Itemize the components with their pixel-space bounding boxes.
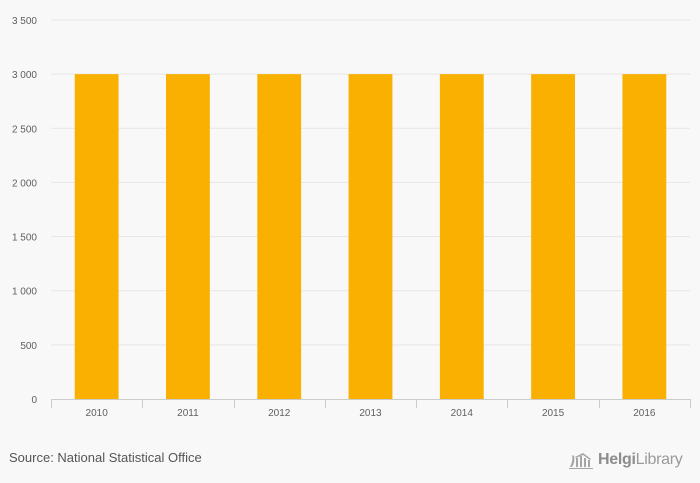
bar-2016[interactable] — [622, 74, 667, 400]
y-tick-label: 1 000 — [12, 287, 37, 298]
library-building-icon — [569, 453, 593, 469]
x-tick-label: 2011 — [177, 408, 199, 419]
x-tick-label: 2016 — [633, 408, 656, 419]
y-tick-label: 1 500 — [12, 233, 37, 244]
y-axis-ticks: 0 500 1 000 1 500 2 000 2 500 3 000 3 500 — [12, 16, 37, 406]
x-tick-label: 2015 — [542, 408, 565, 419]
x-axis — [51, 399, 691, 408]
x-tick-label: 2012 — [268, 408, 291, 419]
y-tick-label: 500 — [20, 341, 37, 352]
bar-2013[interactable] — [348, 74, 393, 400]
y-tick-label: 0 — [31, 395, 37, 406]
source-note: Source: National Statistical Office — [9, 450, 202, 465]
bar-2012[interactable] — [257, 74, 302, 400]
bar-2014[interactable] — [439, 74, 484, 400]
y-tick-label: 2 500 — [12, 124, 37, 135]
y-tick-label: 2 000 — [12, 178, 37, 189]
logo-text: HelgiLibrary — [598, 451, 683, 468]
x-tick-label: 2013 — [359, 408, 382, 419]
bar-2011[interactable] — [166, 74, 210, 400]
bar-2015[interactable] — [531, 74, 575, 400]
bars — [74, 74, 667, 400]
x-tick-label: 2010 — [86, 408, 109, 419]
x-axis-ticks: 2010 2011 2012 2013 2014 2015 2016 — [86, 408, 656, 419]
y-tick-label: 3 000 — [12, 70, 37, 81]
helgi-library-logo: HelgiLibrary — [568, 448, 692, 472]
x-tick-label: 2014 — [451, 408, 474, 419]
y-tick-label: 3 500 — [12, 16, 37, 27]
bar-2010[interactable] — [74, 74, 119, 400]
